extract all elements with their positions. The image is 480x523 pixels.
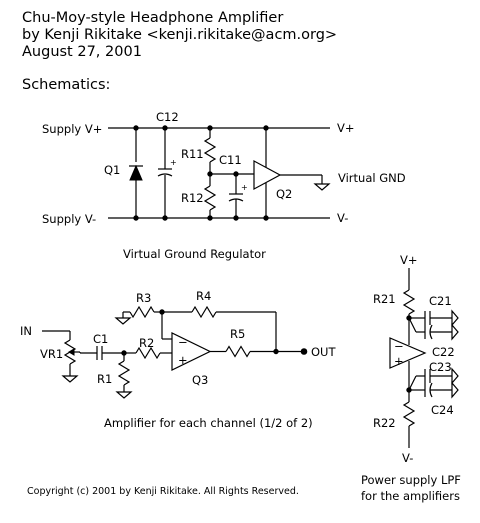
r4-resistor [162, 305, 277, 351]
c21-label: C21 [429, 294, 452, 308]
r22-resistor [402, 401, 416, 427]
copyright-notice: Copyright (c) 2001 by Kenji Rikitake. Al… [27, 486, 299, 497]
out-label: OUT [311, 345, 336, 359]
power-supply-lpf: V+ V- R21 C21 C22 − + [361, 253, 461, 503]
q2-label: Q2 [276, 187, 292, 201]
supply-vplus-label: Supply V+ [42, 122, 102, 136]
vr1-potentiometer [61, 331, 81, 383]
r2-resistor [124, 346, 172, 360]
q1-diode [129, 125, 143, 221]
virtual-ground-regulator: Supply V+ Supply V- V+ V- Q1 + C12 [42, 110, 406, 261]
r4-label: R4 [196, 289, 211, 303]
amplifier-circuit: IN VR1 C1 R1 [20, 289, 336, 430]
q3-label: Q3 [192, 373, 208, 387]
in-label: IN [20, 324, 32, 338]
lpf-caption-line2: for the amplifiers [361, 489, 460, 503]
q3-noninverting-sign: + [178, 353, 188, 367]
c12-label: C12 [156, 110, 179, 124]
author-line: by Kenji Rikitake <kenji.rikitake@acm.or… [22, 27, 338, 43]
r22-label: R22 [373, 416, 396, 430]
c11-capacitor: + [210, 171, 254, 221]
q2-opamp [253, 125, 331, 221]
c1-label: C1 [93, 332, 108, 346]
r3-resistor [114, 305, 172, 340]
regulator-caption: Virtual Ground Regulator [123, 247, 266, 261]
lpf-opamp-noninverting-sign: + [394, 354, 404, 368]
supply-vminus-label: Supply V- [42, 212, 96, 226]
r3-label: R3 [136, 291, 151, 305]
r1-resistor [115, 350, 133, 399]
lpf-vplus-label: V+ [400, 253, 418, 267]
q3-opamp: − + [171, 332, 212, 371]
vr1-label: VR1 [40, 347, 63, 361]
r1-label: R1 [97, 372, 112, 386]
r5-label: R5 [230, 327, 245, 341]
r12-label: R12 [181, 191, 204, 205]
q3-inverting-sign: − [178, 335, 188, 349]
date-line: August 27, 2001 [22, 44, 142, 60]
section-heading: Schematics: [22, 77, 111, 93]
svg-text:+: + [241, 183, 248, 192]
c1-capacitor [80, 346, 124, 360]
q1-label: Q1 [104, 163, 120, 177]
rail-vminus-label: V- [337, 211, 348, 225]
page-title: Chu-Moy-style Headphone Amplifier [22, 10, 284, 26]
lpf-opamp-inverting-sign: − [394, 339, 404, 353]
lpf-vminus-label: V- [402, 451, 413, 465]
r11-r12-divider [203, 125, 217, 221]
c11-label: C11 [219, 153, 242, 167]
amplifier-caption: Amplifier for each channel (1/2 of 2) [104, 416, 313, 430]
virtual-gnd-label: Virtual GND [338, 171, 406, 185]
c12-capacitor: + [157, 125, 177, 221]
r5-resistor [210, 345, 308, 358]
lpf-caption-line1: Power supply LPF [361, 473, 461, 487]
c23-label: C23 [429, 360, 452, 374]
rail-vplus-label: V+ [337, 121, 355, 135]
r11-label: R11 [181, 147, 204, 161]
c23-c24-capacitors [406, 367, 459, 399]
c24-label: C24 [431, 403, 454, 417]
svg-text:+: + [170, 158, 177, 167]
r21-resistor [402, 289, 416, 315]
r2-label: R2 [139, 336, 154, 350]
c21-c22-capacitors [406, 309, 459, 341]
lpf-opamp: − + [389, 337, 427, 390]
c22-label: C22 [432, 345, 455, 359]
r21-label: R21 [373, 292, 396, 306]
